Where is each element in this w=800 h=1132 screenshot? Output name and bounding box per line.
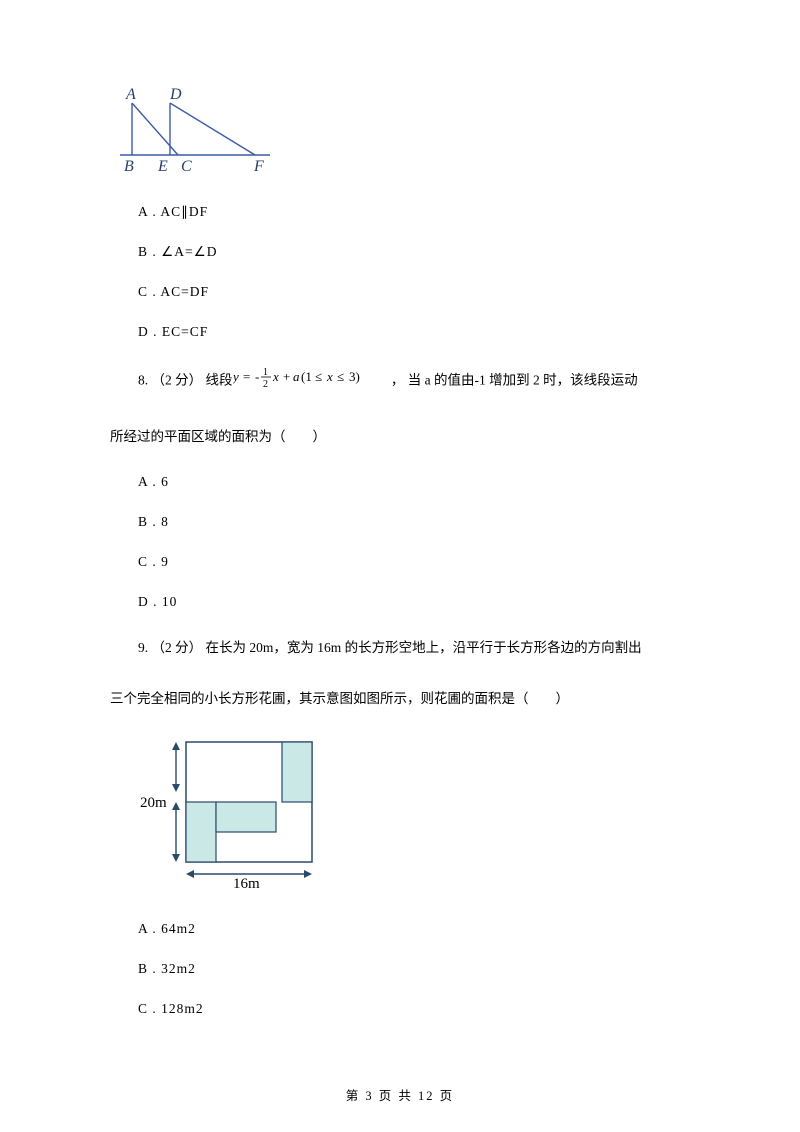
label-20m: 20m [140, 795, 167, 811]
svg-text:a: a [293, 369, 300, 384]
svg-text:=: = [243, 369, 250, 384]
svg-text:≤: ≤ [315, 369, 322, 384]
svg-text:(1: (1 [301, 369, 312, 384]
q7-option-a: A . AC∥DF [138, 204, 695, 220]
q8-option-c: C . 9 [138, 554, 695, 570]
q8-text: 8. （2 分） 线段 y = - 1 2 x + a (1 ≤ x ≤ 3) … [138, 364, 695, 399]
label-f: F [253, 158, 264, 175]
svg-text:≤: ≤ [337, 369, 344, 384]
svg-text:x: x [272, 369, 279, 384]
label-d: D [169, 86, 182, 103]
q8-option-d: D . 10 [138, 594, 695, 610]
q8-prefix: 8. （2 分） 线段 [138, 373, 233, 388]
label-16m: 16m [233, 876, 260, 892]
q7-option-c: C . AC=DF [138, 284, 695, 300]
page-footer: 第 3 页 共 12 页 [0, 1085, 800, 1104]
rectangle-figure: 20m 16m [138, 732, 695, 897]
label-c: C [181, 158, 192, 175]
q9-option-b: B . 32m2 [138, 961, 695, 977]
label-e: E [157, 158, 168, 175]
svg-text:1: 1 [263, 367, 268, 378]
q9-option-a: A . 64m2 [138, 921, 695, 937]
q7-option-b: B . ∠A=∠D [138, 244, 695, 260]
q8-line2: 所经过的平面区域的面积为（ ） [110, 423, 695, 450]
q8-suffix: ， 当 a 的值由-1 增加到 2 时，该线段运动 [388, 373, 638, 388]
q9-line2: 三个完全相同的小长方形花圃，其示意图如图所示，则花圃的面积是（ ） [110, 685, 695, 712]
svg-text:-: - [255, 369, 259, 384]
q7-option-d: D . EC=CF [138, 324, 695, 340]
svg-text:x: x [326, 369, 333, 384]
q8-option-a: A . 6 [138, 474, 695, 490]
svg-text:+: + [283, 369, 290, 384]
q8-option-b: B . 8 [138, 514, 695, 530]
label-b: B [124, 158, 134, 175]
svg-text:2: 2 [263, 379, 268, 390]
svg-text:y: y [233, 369, 239, 384]
svg-text:3): 3) [349, 369, 360, 384]
triangles-figure: A D B E C F [110, 85, 695, 180]
q8-formula: y = - 1 2 x + a (1 ≤ x ≤ 3) [233, 364, 388, 399]
q9-line1: 9. （2 分） 在长为 20m，宽为 16m 的长方形空地上，沿平行于长方形各… [138, 634, 695, 661]
label-a: A [125, 86, 136, 103]
q9-option-c: C . 128m2 [138, 1001, 695, 1017]
